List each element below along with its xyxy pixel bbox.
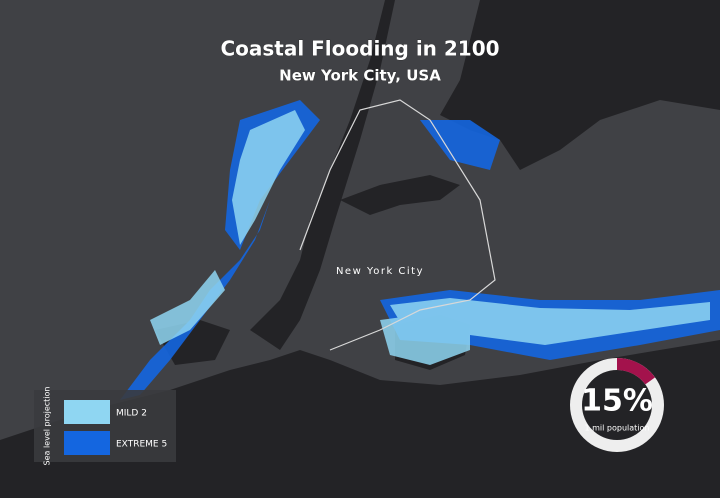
legend-title: Sea level projection bbox=[43, 387, 52, 466]
stat-value: 15% bbox=[581, 384, 653, 419]
title: Coastal Flooding in 2100 bbox=[220, 37, 499, 61]
place-label: New York City bbox=[336, 266, 424, 277]
flood-mild bbox=[150, 110, 710, 365]
legend-label: MILD 2 bbox=[116, 409, 147, 419]
subtitle: New York City, USA bbox=[279, 67, 441, 85]
city-boundary bbox=[299, 99, 496, 351]
donut-arc bbox=[616, 358, 656, 385]
stat-caption: 1 mil population bbox=[585, 424, 650, 433]
legend-swatch bbox=[64, 400, 110, 424]
legend-label: EXTREME 5 bbox=[116, 440, 167, 450]
legend-items: MILD 2 EXTREME 5 bbox=[64, 400, 167, 455]
legend-swatch bbox=[64, 431, 110, 455]
donut-hole bbox=[582, 370, 652, 440]
